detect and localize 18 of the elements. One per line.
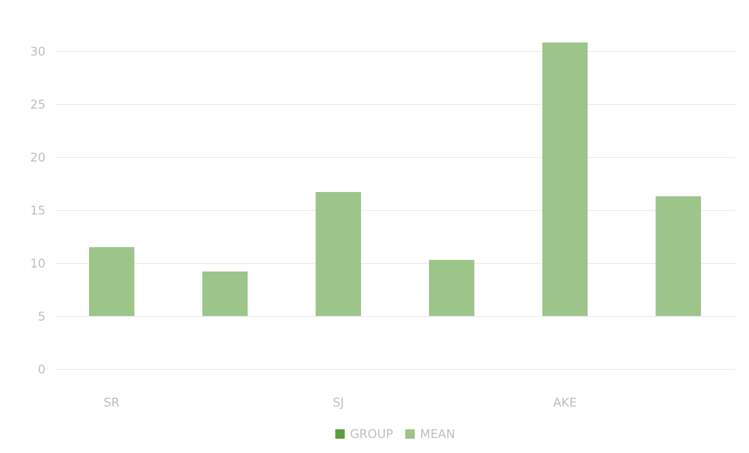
bar xyxy=(316,192,361,316)
x-tick-label: AKE xyxy=(553,396,577,410)
y-tick-label: 25 xyxy=(30,98,46,112)
y-tick-label: 30 xyxy=(30,44,46,58)
y-tick-label: 20 xyxy=(30,150,46,164)
legend-label: GROUP xyxy=(350,427,394,441)
y-tick-label: 0 xyxy=(38,362,46,376)
bar xyxy=(202,271,248,316)
legend-label: MEAN xyxy=(420,427,456,441)
x-tick-label: SR xyxy=(104,396,120,410)
y-tick-label: 15 xyxy=(30,204,46,218)
bar xyxy=(89,247,134,316)
y-tick-label: 10 xyxy=(30,256,46,270)
bar xyxy=(656,196,701,316)
bar xyxy=(542,42,588,316)
x-tick-label: SJ xyxy=(332,396,344,410)
y-tick-label: 5 xyxy=(38,310,46,324)
bar xyxy=(429,260,474,316)
